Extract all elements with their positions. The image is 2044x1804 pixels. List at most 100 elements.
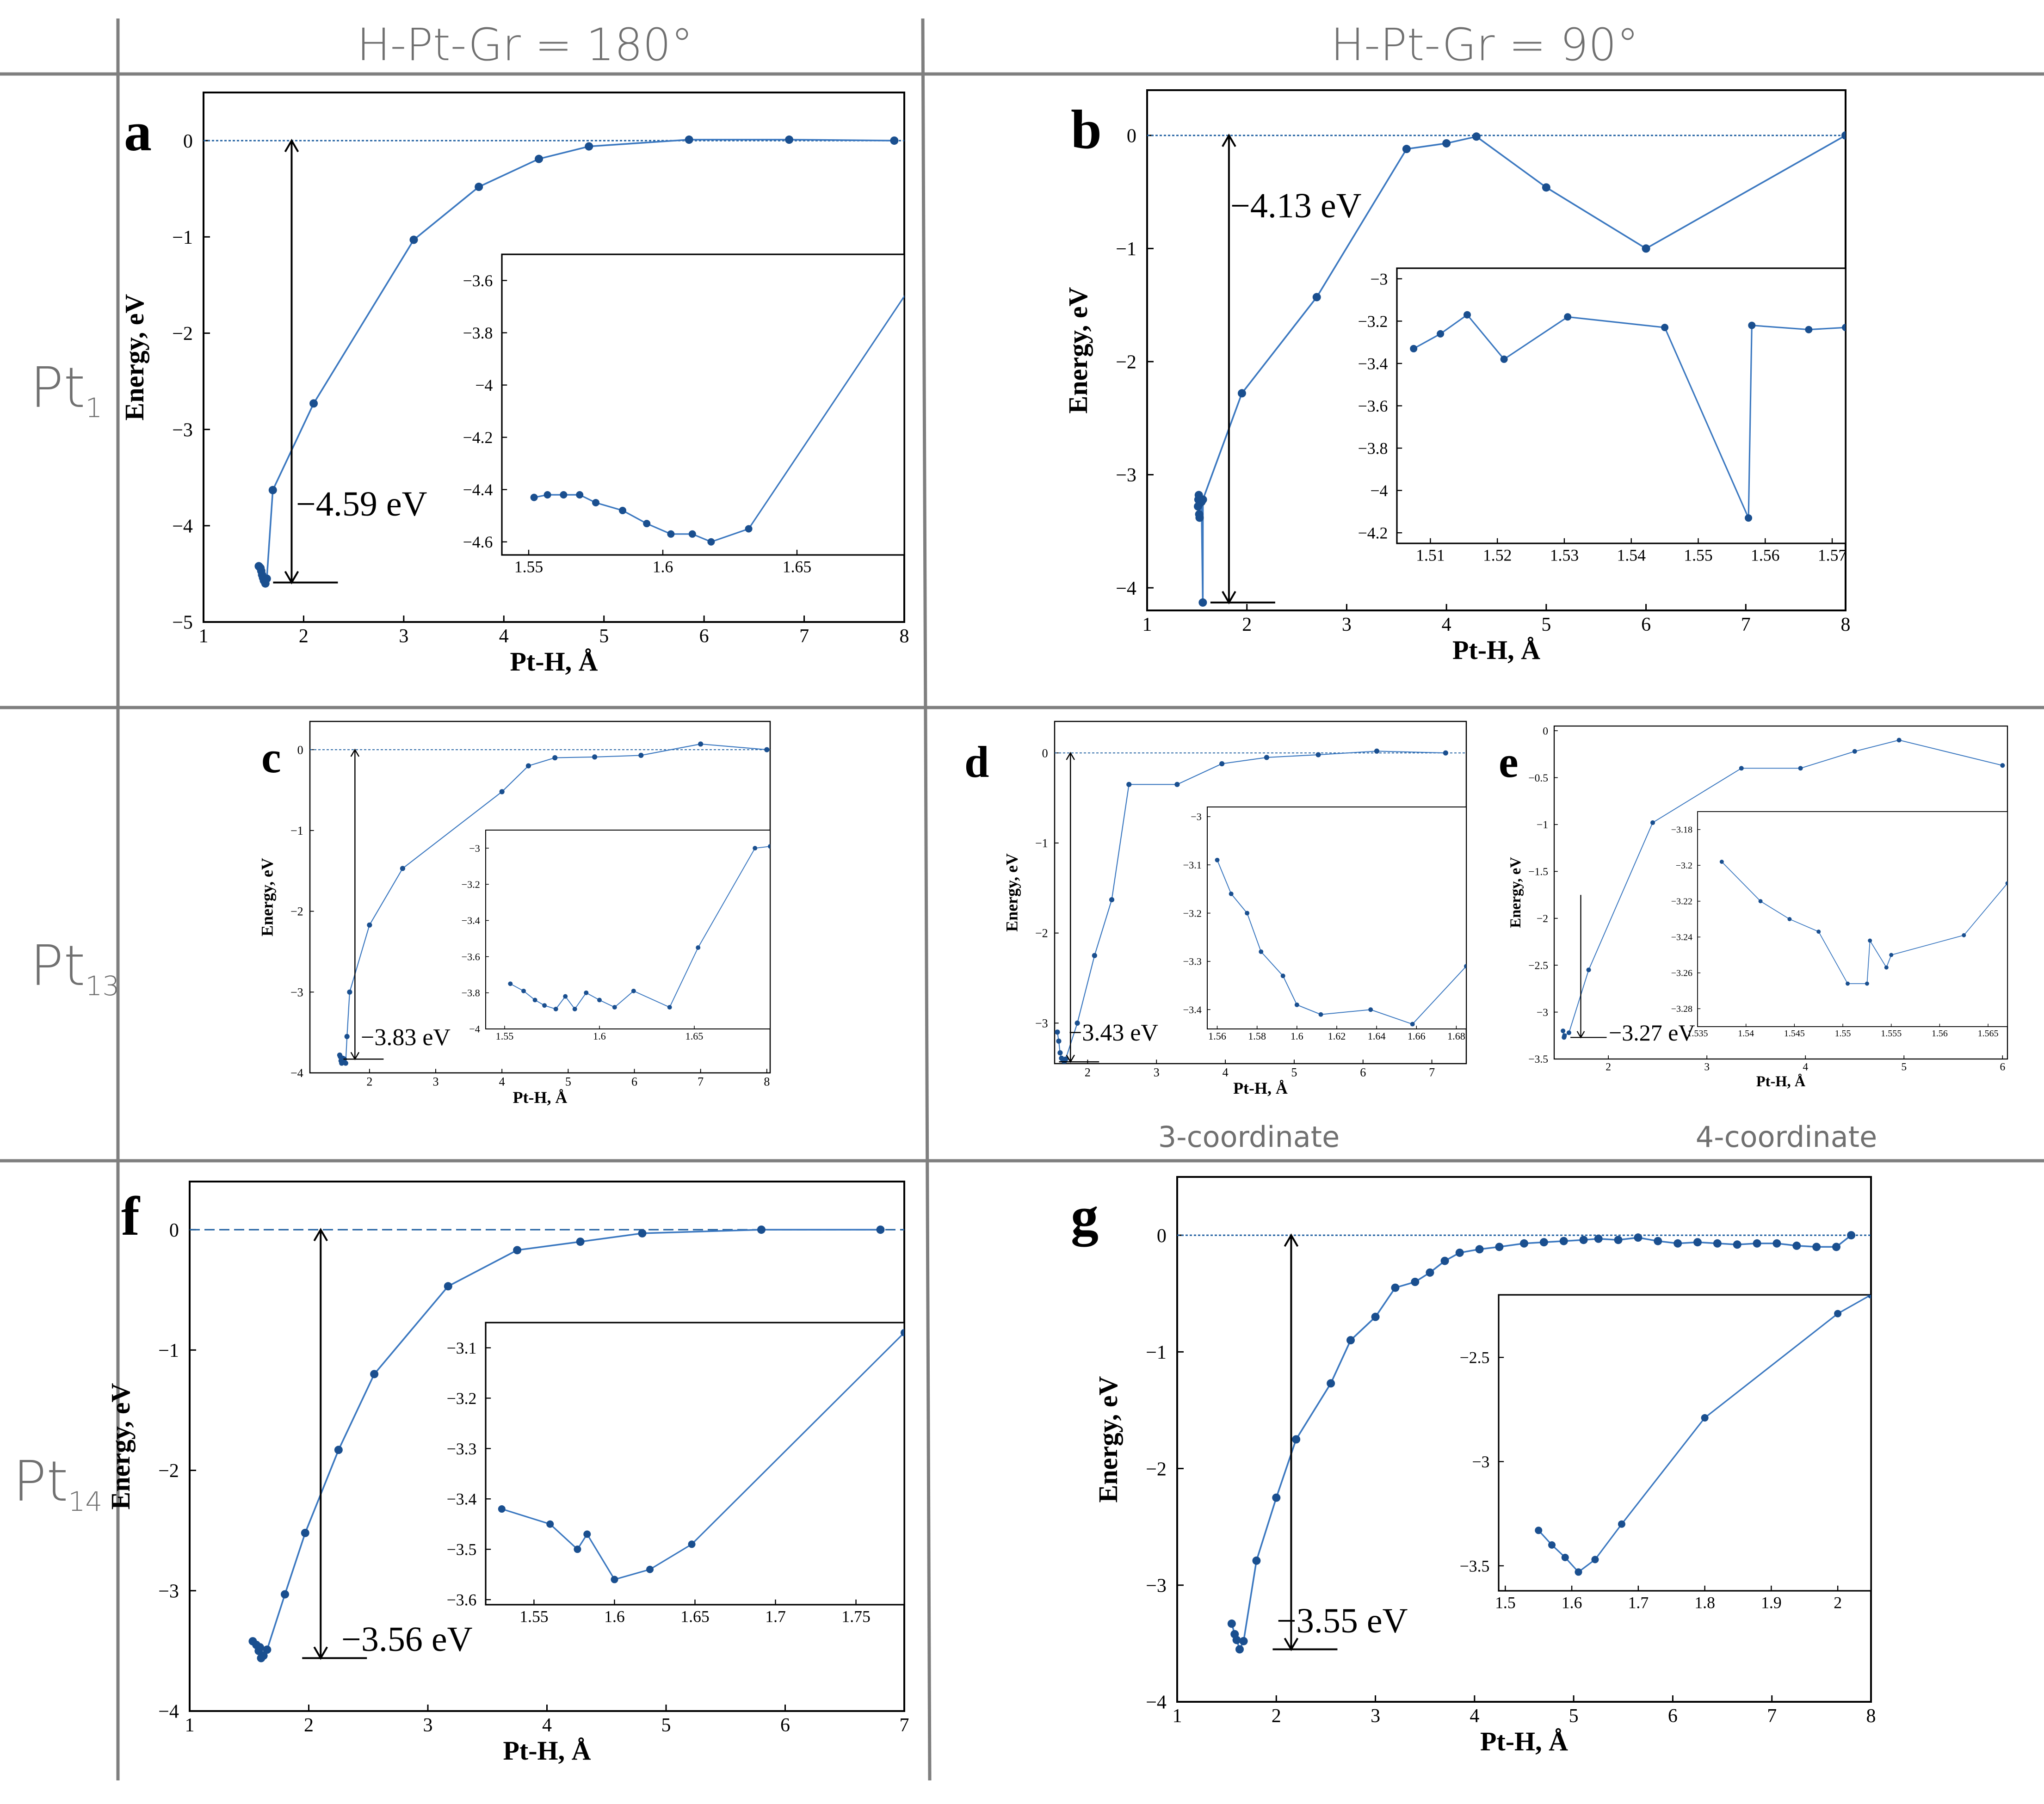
panel-c-inset-point-1 xyxy=(521,988,526,993)
panel-f-main-xtick-label-5: 6 xyxy=(780,1715,790,1736)
panel-g-main-point-19 xyxy=(1539,1238,1548,1247)
panel-c-main-ytick-label-4: −4 xyxy=(290,1066,303,1080)
panel-d-inset-ytick-label-4: −3.4 xyxy=(1183,1004,1202,1016)
panel-e-main-xtick-label-1: 3 xyxy=(1704,1061,1710,1073)
panel-f-main-xtick-label-6: 7 xyxy=(900,1715,909,1736)
panel-c-main-ytick-label-2: −2 xyxy=(290,905,303,918)
panel-g-inset-point-3 xyxy=(1575,1568,1582,1576)
panel-c-main-point-9 xyxy=(367,922,372,928)
panel-c-inset-point-8 xyxy=(597,997,602,1003)
panel-d-inset-xtick-label-0: 1.56 xyxy=(1208,1030,1226,1042)
panel-d-inset-xtick-label-2: 1.6 xyxy=(1291,1030,1303,1042)
panel-b-inset-xtick-label-4: 1.55 xyxy=(1684,546,1712,564)
panel-e-inset-point-8 xyxy=(1889,953,1894,957)
panel-a-main-ytick-label-2: −2 xyxy=(172,323,193,345)
panel-g-main-point-2 xyxy=(1232,1636,1241,1644)
panel-b-main-point-16 xyxy=(1841,131,1846,140)
panel-c-main-xtick-label-1: 3 xyxy=(433,1075,439,1088)
panel-f-main-point-6 xyxy=(263,1645,272,1654)
panel-e-main-ytick-label-5: −2.5 xyxy=(1528,960,1548,972)
panel-b-inset-xtick-label-1: 1.52 xyxy=(1483,546,1512,564)
panel-a-inset-ytick-label-3: −4.2 xyxy=(463,428,493,447)
panel-b-letter: b xyxy=(1071,99,1102,160)
panel-c-inset-xtick-label-1: 1.6 xyxy=(593,1030,606,1042)
panel-a-inset-point-0 xyxy=(530,493,538,501)
panel-c-inset-point-3 xyxy=(542,1003,547,1008)
panel-d-inset-background xyxy=(1207,807,1466,1029)
panel-a-inset-point-10 xyxy=(745,525,753,533)
table-grid-lines xyxy=(0,18,2044,1781)
panel-g-energy-arrow-head-top xyxy=(1284,1233,1299,1247)
panel-a-main-ytick-label-3: −3 xyxy=(172,419,193,441)
panel-d-energy-arrow-head-top xyxy=(1066,751,1075,760)
panel-g-inset-xtick-label-3: 1.8 xyxy=(1694,1593,1715,1612)
panel-b-inset-point-6 xyxy=(1745,514,1753,522)
panel-f-main-xtick-label-2: 3 xyxy=(423,1715,433,1736)
panel-c-main-point-14 xyxy=(592,754,598,760)
panel-g-main-point-34 xyxy=(1832,1243,1840,1251)
panel-d-inset-point-2 xyxy=(1245,911,1250,916)
panel-b-main-point-15 xyxy=(1642,244,1650,253)
panel-f-main-point-9 xyxy=(334,1446,343,1454)
panel-c-inset-xtick-label-0: 1.55 xyxy=(496,1030,514,1042)
panel-d-inset-ytick-label-3: −3.3 xyxy=(1183,956,1202,967)
panel-g-main-point-3 xyxy=(1235,1645,1244,1654)
panel-g-main-point-6 xyxy=(1272,1493,1281,1502)
panel-a-inset-frame xyxy=(501,253,905,556)
panel-f-main-point-5 xyxy=(259,1651,268,1660)
panel-f-inset-ytick-label-4: −3.5 xyxy=(447,1540,477,1559)
panel-a-energy-arrow-head-top xyxy=(284,139,299,153)
row-label-pt14: Pt14 xyxy=(13,1450,102,1517)
panel-b-main-ytick-label-3: −3 xyxy=(1116,465,1136,486)
panel-g-main-ytick-label-1: −1 xyxy=(1146,1342,1167,1363)
panel-c-inset-point-2 xyxy=(532,997,537,1003)
panel-e-main-point-0 xyxy=(1561,1028,1566,1034)
panel-d-y-axis-title: Energy, eV xyxy=(1002,853,1021,932)
panel-e-inset-xtick-label-6: 1.565 xyxy=(1978,1028,1999,1039)
panel-e-y-axis-title: Energy, eV xyxy=(1507,857,1524,928)
panel-e-inset-point-3 xyxy=(1816,930,1821,934)
panel-g-inset-point-6 xyxy=(1701,1414,1709,1422)
panel-d-main-point-1 xyxy=(1056,1038,1062,1044)
panel-f-main-ytick-label-0: 0 xyxy=(169,1220,179,1241)
panel-f-inset-ytick-label-2: −3.3 xyxy=(447,1440,477,1458)
panel-b-main-point-14 xyxy=(1542,183,1550,192)
panel-e-inset-point-7 xyxy=(1884,965,1889,970)
panel-e-main-point-6 xyxy=(1650,820,1655,825)
panel-b-main-point-12 xyxy=(1442,139,1451,148)
panel-e-inset-frame xyxy=(1697,811,2008,1027)
panel-b-main-xtick-label-6: 7 xyxy=(1741,614,1751,635)
panel-c-main-point-13 xyxy=(552,755,558,761)
panel-f-inset-background xyxy=(486,1323,904,1605)
panel-g-main-xtick-label-7: 8 xyxy=(1866,1705,1876,1727)
panel-c-inset-point-11 xyxy=(667,1005,672,1010)
panel-a-inset-point-5 xyxy=(619,506,626,514)
sublabel-4-coordinate: 4-coordinate xyxy=(1696,1120,1877,1154)
panel-a-main-point-14 xyxy=(535,154,543,163)
panel-e-main-point-3 xyxy=(1562,1033,1567,1038)
panel-f-inset-point-3 xyxy=(583,1530,591,1538)
panel-d-energy-label: −3.43 eV xyxy=(1068,1020,1158,1046)
panel-e-inset-point-6 xyxy=(1868,938,1872,943)
panel-g-main-xtick-label-4: 5 xyxy=(1569,1705,1579,1727)
svg-text:Pt1: Pt1 xyxy=(30,356,102,424)
panel-d-inset-point-6 xyxy=(1318,1012,1323,1017)
panel-c-inset-ytick-label-4: −3.8 xyxy=(462,987,480,999)
panel-f-main-ytick-label-2: −2 xyxy=(158,1460,179,1482)
panel-g-main-point-5 xyxy=(1252,1556,1261,1565)
panel-g-main-point-20 xyxy=(1559,1237,1568,1245)
panel-b-main-xtick-label-2: 3 xyxy=(1342,614,1352,635)
panel-b-main-point-8 xyxy=(1198,495,1207,504)
panel-g-main-point-16 xyxy=(1475,1245,1484,1254)
panel-c-inset-point-14 xyxy=(768,844,770,849)
sublabel-3-coordinate: 3-coordinate xyxy=(1158,1120,1340,1154)
column-header-180: H-Pt-Gr = 180° xyxy=(357,19,693,71)
panel-g-inset-frame xyxy=(1498,1294,1872,1592)
panel-f-inset-ytick-label-1: −3.2 xyxy=(447,1389,477,1408)
panel-b-inset-point-1 xyxy=(1437,330,1445,338)
panel-e-main-point-4 xyxy=(1566,1030,1571,1035)
panel-c-energy-arrow-head-top xyxy=(350,748,360,757)
panel-g-main-point-29 xyxy=(1733,1240,1741,1249)
panel-d-main-ytick-label-0: 0 xyxy=(1042,746,1048,760)
panel-b-inset-background xyxy=(1397,268,1846,543)
